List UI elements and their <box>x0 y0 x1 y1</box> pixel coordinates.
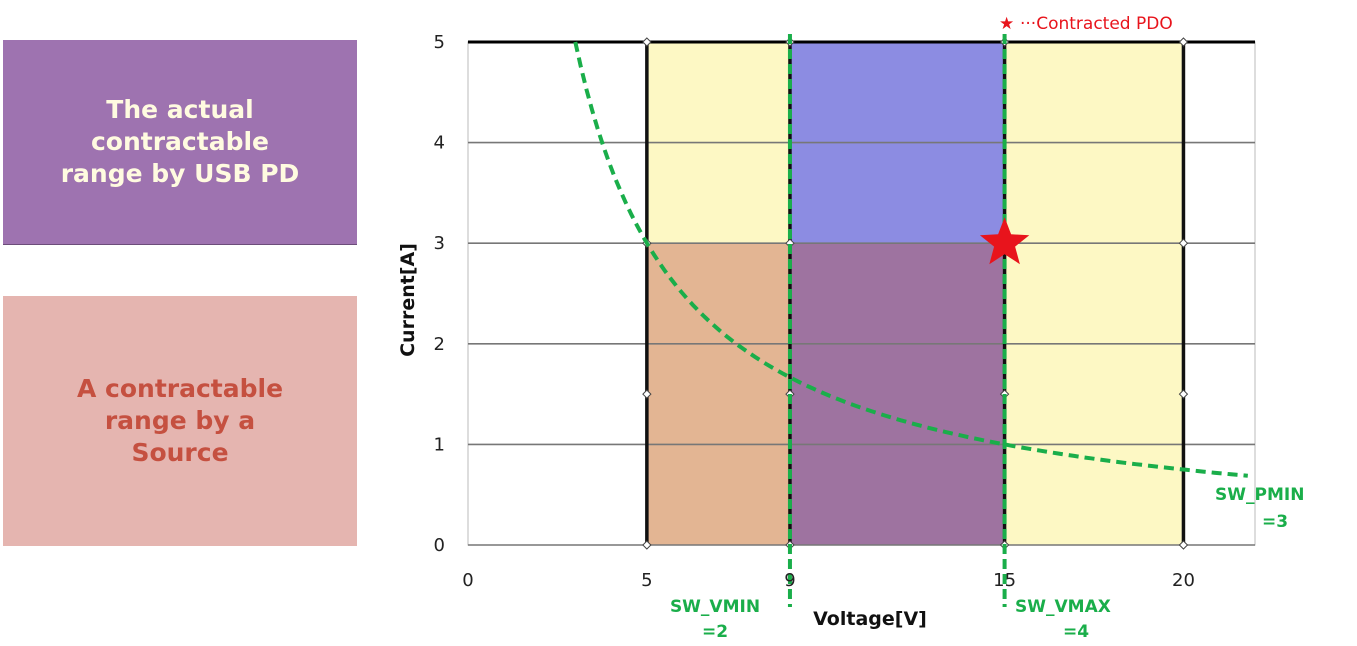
x-tick-0: 0 <box>462 570 473 591</box>
sw-pmin-value: =3 <box>1262 512 1288 532</box>
source-range-legend: A contractable range by a Source <box>3 296 357 546</box>
sw-vmax-label: SW_VMAX <box>1015 597 1111 617</box>
chart-regions <box>467 41 1256 546</box>
x-tick-20: 20 <box>1172 570 1195 591</box>
pdo-legend-label: ···Contracted PDO <box>1020 14 1173 34</box>
y-tick-5: 5 <box>434 32 445 53</box>
pdo-legend-star-icon: ★ <box>999 14 1014 34</box>
chart-power-curve <box>573 34 1248 607</box>
y-tick-4: 4 <box>434 133 445 154</box>
marker-5-5 <box>642 37 652 47</box>
marker-20-3 <box>1178 238 1189 248</box>
power-curve-line <box>573 41 1248 478</box>
y-tick-0: 0 <box>434 535 445 556</box>
y-axis-title: Current[A] <box>397 243 419 357</box>
source-range-label: A contractable range by a Source <box>76 374 284 467</box>
marker-20-1.5 <box>1178 389 1189 399</box>
sw-vmin-label: SW_VMIN <box>670 597 760 617</box>
chart-tick-labels: 0 5 9 15 20 0 1 2 3 4 5 <box>434 32 1195 591</box>
y-tick-1: 1 <box>434 434 445 455</box>
x-axis-title: Voltage[V] <box>813 608 927 630</box>
chart-marks <box>979 217 1030 265</box>
contracted-pdo-star-icon <box>979 217 1030 265</box>
x-tick-15: 15 <box>993 570 1016 591</box>
usbpd-range-legend: The actual contractable range by USB PD <box>3 40 357 244</box>
sw-pmin-label: SW_PMIN <box>1215 485 1304 505</box>
marker-20-5 <box>1178 37 1189 47</box>
y-tick-3: 3 <box>434 233 445 254</box>
sw-vmax-value: =4 <box>1063 622 1089 642</box>
marker-5-1.5 <box>642 389 652 399</box>
usbpd-range-label: The actual contractable range by USB PD <box>60 95 300 188</box>
y-tick-2: 2 <box>434 334 445 355</box>
chart-grid <box>468 40 1255 546</box>
x-tick-9: 9 <box>784 570 795 591</box>
marker-20-0 <box>1178 540 1189 550</box>
x-tick-5: 5 <box>641 570 652 591</box>
sw-vmin-value: =2 <box>702 622 728 642</box>
marker-5-0 <box>642 540 652 550</box>
